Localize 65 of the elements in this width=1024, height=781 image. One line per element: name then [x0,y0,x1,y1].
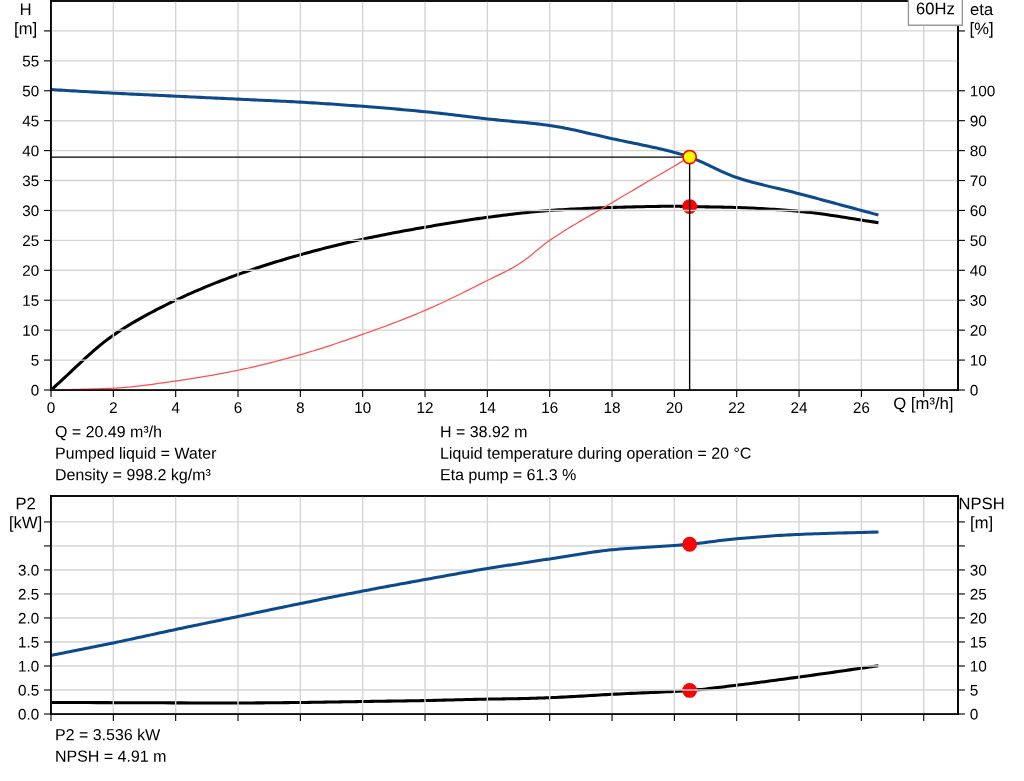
y2-tick-label: 60 [970,205,987,217]
y2-tick-label: 20 [970,325,987,336]
text: Eta pump = 61.3 % [441,468,576,484]
x-tick-label: 26 [853,402,870,414]
x-tick-label: 20 [666,402,683,414]
y-axis-title: H [m] [15,3,36,38]
x-tick-label: 16 [542,402,558,414]
text: Density = 998.2 kg/m³ [56,468,211,484]
y2-tick-label: 10 [970,660,987,672]
y-tick-label: 5 [31,355,39,366]
y-tick-label: 2.0 [18,612,39,624]
y2-tick-label: 10 [970,354,987,366]
y2-tick-label: 50 [970,235,987,247]
x-tick-label: 22 [728,402,745,413]
y-tick-label: 20 [22,265,39,276]
x-tick-label: 24 [791,402,808,413]
text: Pumped liquid = Water [56,447,217,462]
x-tick-label: 6 [234,402,242,414]
y2-tick-label: 30 [970,295,987,306]
y-tick-label: 1.5 [19,637,39,648]
y-tick-label: 15 [23,295,39,306]
y-tick-label: 3.0 [18,564,39,576]
y2-tick-label: 15 [970,637,987,648]
y-tick-label: 40 [22,145,39,157]
y-tick-label: 0 [31,384,39,396]
y2-tick-label: 20 [970,612,987,624]
x-tick-label: 10 [355,402,371,414]
y-tick-label: 1.0 [19,660,39,672]
text: NPSH = 4.91 m [56,750,166,762]
y2-axis-title: eta [%] [970,4,994,38]
text: H = 38.92 m [441,425,527,438]
y-tick-label: 0.0 [18,708,39,720]
y-tick-label: 10 [23,325,39,336]
y2-tick-label: 0 [970,708,978,720]
x-tick-label: 2 [109,402,117,413]
y-tick-label: 0.5 [18,684,39,696]
text: Q = 20.49 m³/h [55,425,161,441]
y-tick-label: 45 [22,115,39,127]
y2-tick-label: 40 [970,265,987,276]
x-tick-label: 12 [417,402,433,413]
y-axis-title: P2 [kW] [10,497,42,532]
x-axis-title: Q [m³/h] [894,397,953,413]
text: P2 = 3.536 kW [56,728,161,741]
y2-tick-label: 0 [970,384,978,396]
y2-tick-label: 90 [970,115,987,127]
y-tick-label: 2.5 [18,588,39,600]
y2-tick-label: 100 [970,85,995,97]
y-tick-label: 35 [22,175,39,187]
y2-tick-label: 5 [970,685,978,696]
x-tick-label: 18 [604,402,620,414]
y2-axis-title: NPSH [m] [959,497,1004,532]
y-tick-label: 55 [22,55,39,67]
x-tick-label: 4 [171,402,180,413]
y-tick-label: 25 [22,235,39,247]
chart-title: 60Hz [916,2,954,15]
y2-tick-label: 70 [970,175,987,187]
y-tick-label: 30 [22,205,39,217]
y2-tick-label: 80 [970,145,987,157]
x-tick-label: 8 [296,402,304,414]
x-tick-label: 14 [480,402,496,413]
y-tick-label: 50 [22,85,39,97]
y2-tick-label: 25 [970,588,987,600]
text: Liquid temperature during operation = 20 °C [441,447,751,462]
x-tick-label: 0 [47,402,55,414]
y2-tick-label: 30 [970,564,987,576]
